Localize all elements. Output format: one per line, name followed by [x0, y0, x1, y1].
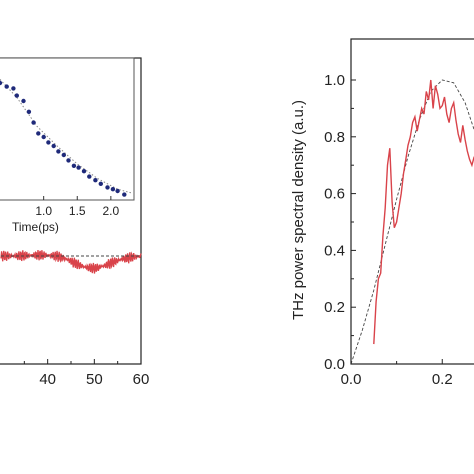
inset-data-point	[110, 187, 116, 192]
left-signal-curve	[0, 249, 142, 274]
inset-data-point	[31, 120, 36, 125]
left-x-tick-label: 50	[86, 371, 103, 388]
inset-data-point	[81, 169, 87, 174]
right-y-axis-label: THz power spectral density (a.u.)	[290, 100, 307, 320]
right-plot-frame	[350, 38, 474, 365]
inset-data-point	[26, 109, 32, 115]
inset-data-point	[115, 188, 120, 194]
left-x-tick-label: 40	[39, 371, 56, 388]
right-x-tick-label: 0.2	[432, 371, 453, 388]
inset-fit-dotted-line	[0, 79, 132, 194]
inset-data-point	[87, 174, 92, 179]
inset-data-point	[11, 86, 16, 91]
inset-data-point	[61, 152, 66, 158]
inset-data-point	[21, 98, 26, 104]
right-y-tick-label: 0.4	[324, 242, 345, 259]
inset-data-point	[105, 185, 110, 190]
inset-data-point	[76, 165, 81, 170]
right-y-tick-label: 0.6	[324, 186, 345, 203]
inset-data-point	[0, 80, 3, 86]
inset-x-axis-label: Time(ps)	[12, 220, 59, 234]
inset-x-tick-label: 1.5	[69, 204, 86, 218]
inset-x-tick-label: 2.0	[103, 204, 120, 218]
inset-data-point	[14, 93, 19, 98]
inset-data-point	[4, 84, 9, 89]
inset-data-point	[36, 131, 41, 136]
right-y-tick-label: 0.0	[324, 356, 345, 373]
right-x-tick-label: 0.0	[341, 371, 362, 388]
inset-data-point	[66, 158, 71, 163]
inset-data-point	[98, 181, 104, 186]
right-spectrum-curve	[373, 79, 474, 345]
right-y-tick-label: 1.0	[324, 72, 345, 89]
inset-frame	[0, 57, 135, 201]
inset-x-tick-label: 1.0	[35, 204, 52, 218]
inset-data-point	[71, 163, 77, 168]
right-y-tick-label: 0.8	[324, 129, 345, 146]
inset-data-point	[41, 134, 46, 140]
inset-data-point	[122, 192, 127, 197]
left-x-tick-label: 60	[133, 371, 150, 388]
inset-data-point	[93, 178, 98, 183]
inset-data-point	[46, 140, 51, 145]
inset-data-point	[51, 143, 56, 149]
right-fit-dashed-curve	[350, 79, 474, 365]
right-panel: 0.0 0.2 0.4 0.6 0.8 1.0 0.0 0.2 THz power spectr…	[290, 38, 474, 388]
left-panel: 40 50 60 1.0 1.5 2.0 Time(ps)	[0, 57, 150, 388]
inset-data-point	[56, 149, 61, 154]
right-y-tick-label: 0.2	[324, 299, 345, 316]
